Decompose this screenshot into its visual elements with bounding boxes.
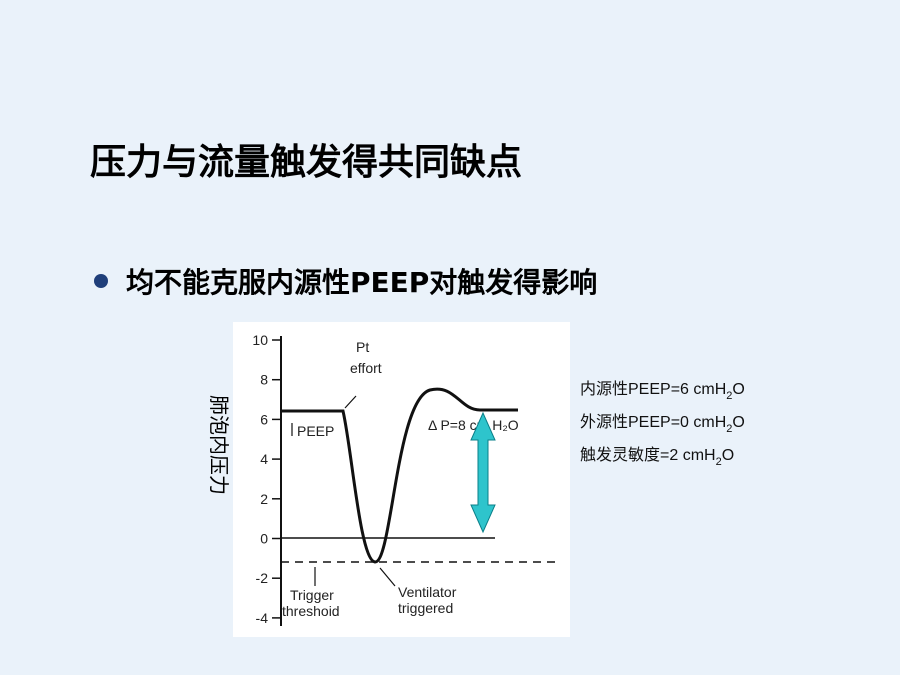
- y-tick-label: 4: [260, 451, 268, 467]
- note-text: 外源性PEEP=0 cmH: [580, 413, 726, 431]
- annotation: triggered: [398, 600, 453, 616]
- figure-background: [233, 322, 570, 637]
- note-subscript: 2: [716, 456, 722, 468]
- y-tick-label: 10: [252, 332, 268, 348]
- note: 触发灵敏度=2 cmH2O: [580, 446, 734, 468]
- note-subscript: 2: [726, 390, 732, 402]
- delta-arrow: [470, 411, 496, 534]
- annotation: Δ P=8 cm H₂O: [428, 417, 519, 433]
- arrow: [379, 567, 396, 587]
- y-tick-label: 8: [260, 372, 268, 388]
- note-text: 内源性PEEP=6 cmH: [580, 380, 726, 398]
- annotation: PEEP: [297, 423, 334, 439]
- pressure-curve: [281, 387, 518, 564]
- note-tail: O: [732, 414, 744, 431]
- note-tail: O: [722, 447, 734, 464]
- bullet-dot: [94, 274, 108, 288]
- annotation: Trigger: [290, 587, 334, 603]
- annotation: Ventilator: [398, 584, 457, 600]
- y-tick-label: -2: [256, 570, 269, 586]
- annotation: threshoid: [282, 603, 340, 619]
- note-tail: O: [732, 381, 744, 398]
- y-tick-label: 0: [260, 531, 268, 547]
- y-tick-label: 6: [260, 411, 268, 427]
- y-label: 肺泡内压力: [207, 395, 231, 495]
- note: 内源性PEEP=6 cmH2O: [580, 380, 745, 402]
- y-tick-label: 2: [260, 491, 268, 507]
- arrow: [344, 395, 357, 409]
- y-tick-label: -4: [256, 610, 269, 626]
- note: 外源性PEEP=0 cmH2O: [580, 413, 745, 435]
- annotation: Pt: [356, 339, 369, 355]
- bullet-text: 均不能克服内源性PEEP对触发得影响: [126, 266, 597, 299]
- note-text: 触发灵敏度=2 cmH: [580, 446, 716, 464]
- slide-title: 压力与流量触发得共同缺点: [90, 142, 522, 183]
- note-subscript: 2: [726, 423, 732, 435]
- annotation: effort: [350, 360, 382, 376]
